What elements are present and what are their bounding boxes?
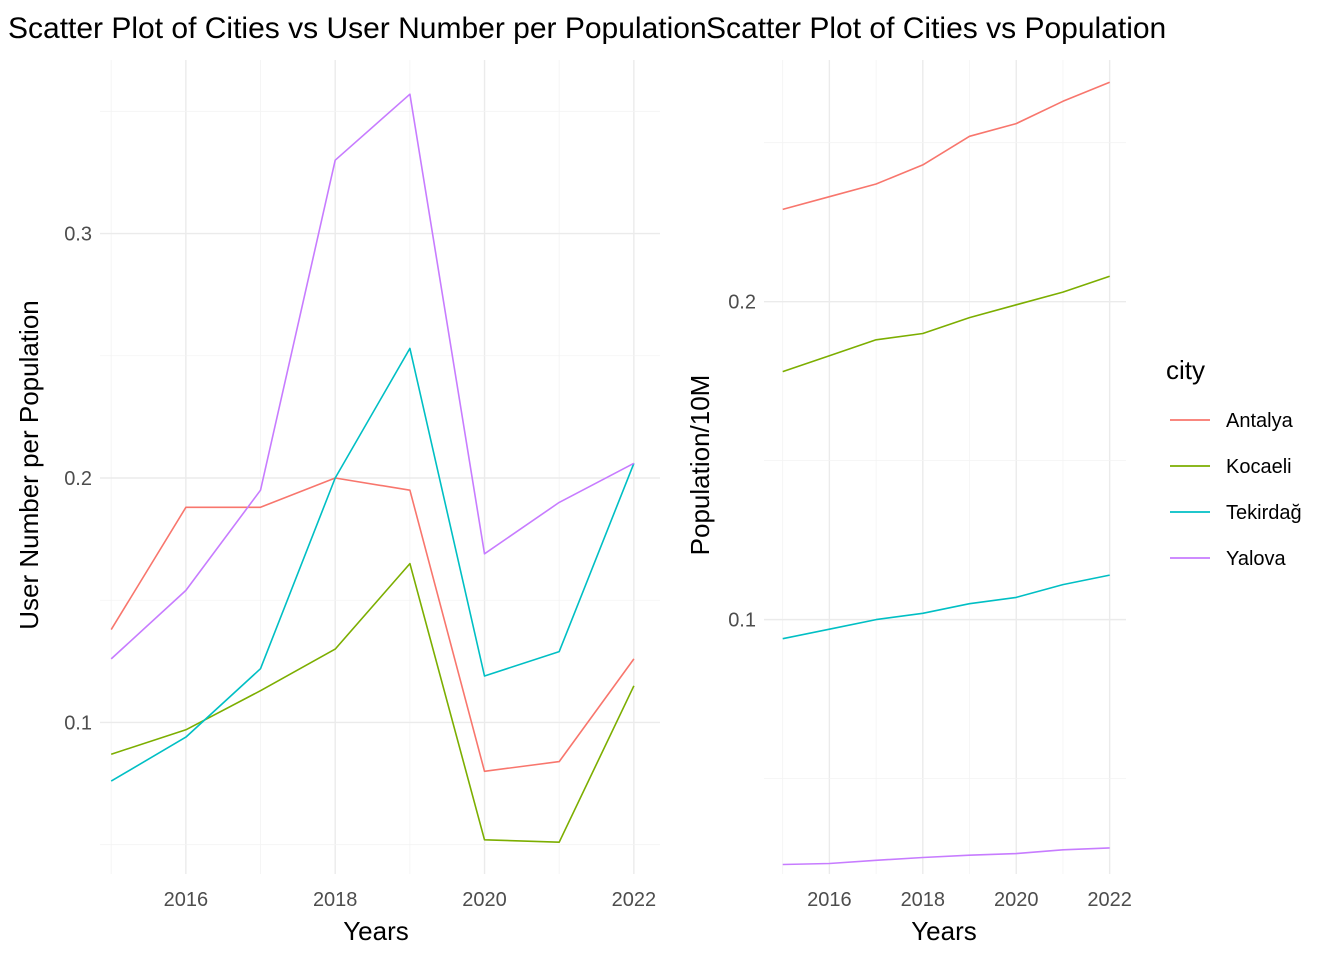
series-line-yalova	[110, 93, 635, 660]
x-tick-label: 2018	[901, 889, 946, 911]
left-gridlines	[100, 60, 660, 874]
x-tick-label: 2020	[994, 889, 1039, 911]
series-line-tekirda	[782, 574, 1110, 640]
legend-label: Tekirdağ	[1226, 502, 1302, 524]
right-panel: 2016 2018 2020 2022 0.1 0.2 Scatter Plot of …	[685, 12, 1166, 946]
left-panel: 2016 2018 2020 2022 0.1 0.2 0.3 Scatter Plot …	[8, 12, 707, 946]
left-y-tick-labels: 0.1 0.2 0.3	[64, 224, 92, 735]
y-tick-label: 0.3	[64, 224, 92, 246]
right-y-axis-title: Population/10M	[685, 375, 715, 556]
legend-label: Yalova	[1226, 548, 1287, 570]
series-line-antalya	[782, 81, 1111, 211]
series-line-yalova	[782, 847, 1110, 866]
x-tick-label: 2022	[612, 889, 657, 911]
x-tick-label: 2022	[1087, 889, 1132, 911]
series-line-kocaeli	[782, 275, 1110, 373]
y-tick-label: 0.1	[64, 712, 92, 734]
left-y-axis-title: User Number per Population	[14, 300, 44, 630]
left-series-lines	[110, 93, 635, 844]
y-tick-label: 0.2	[64, 468, 92, 490]
right-gridlines	[764, 60, 1126, 874]
legend: city Antalya Kocaeli Tekirdağ Yalova	[1166, 355, 1302, 570]
legend-title: city	[1166, 355, 1205, 385]
series-line-antalya	[110, 477, 635, 773]
left-chart-title: Scatter Plot of Cities vs User Number pe…	[8, 12, 707, 45]
series-line-kocaeli	[110, 562, 635, 844]
right-x-tick-labels: 2016 2018 2020 2022	[807, 889, 1132, 911]
right-y-tick-labels: 0.1 0.2	[728, 292, 756, 632]
y-tick-label: 0.2	[728, 292, 756, 314]
right-x-axis-title: Years	[911, 916, 977, 946]
left-x-axis-title: Years	[343, 916, 409, 946]
x-tick-label: 2016	[164, 889, 209, 911]
x-tick-label: 2020	[462, 889, 507, 911]
series-line-tekirda	[110, 347, 635, 782]
right-series-lines	[782, 81, 1111, 866]
x-tick-label: 2016	[807, 889, 852, 911]
x-tick-label: 2018	[313, 889, 358, 911]
right-chart-title: Scatter Plot of Cities vs Population	[706, 12, 1166, 45]
y-tick-label: 0.1	[728, 610, 756, 632]
left-x-tick-labels: 2016 2018 2020 2022	[164, 889, 656, 911]
legend-label: Kocaeli	[1226, 456, 1292, 478]
legend-label: Antalya	[1226, 410, 1294, 432]
